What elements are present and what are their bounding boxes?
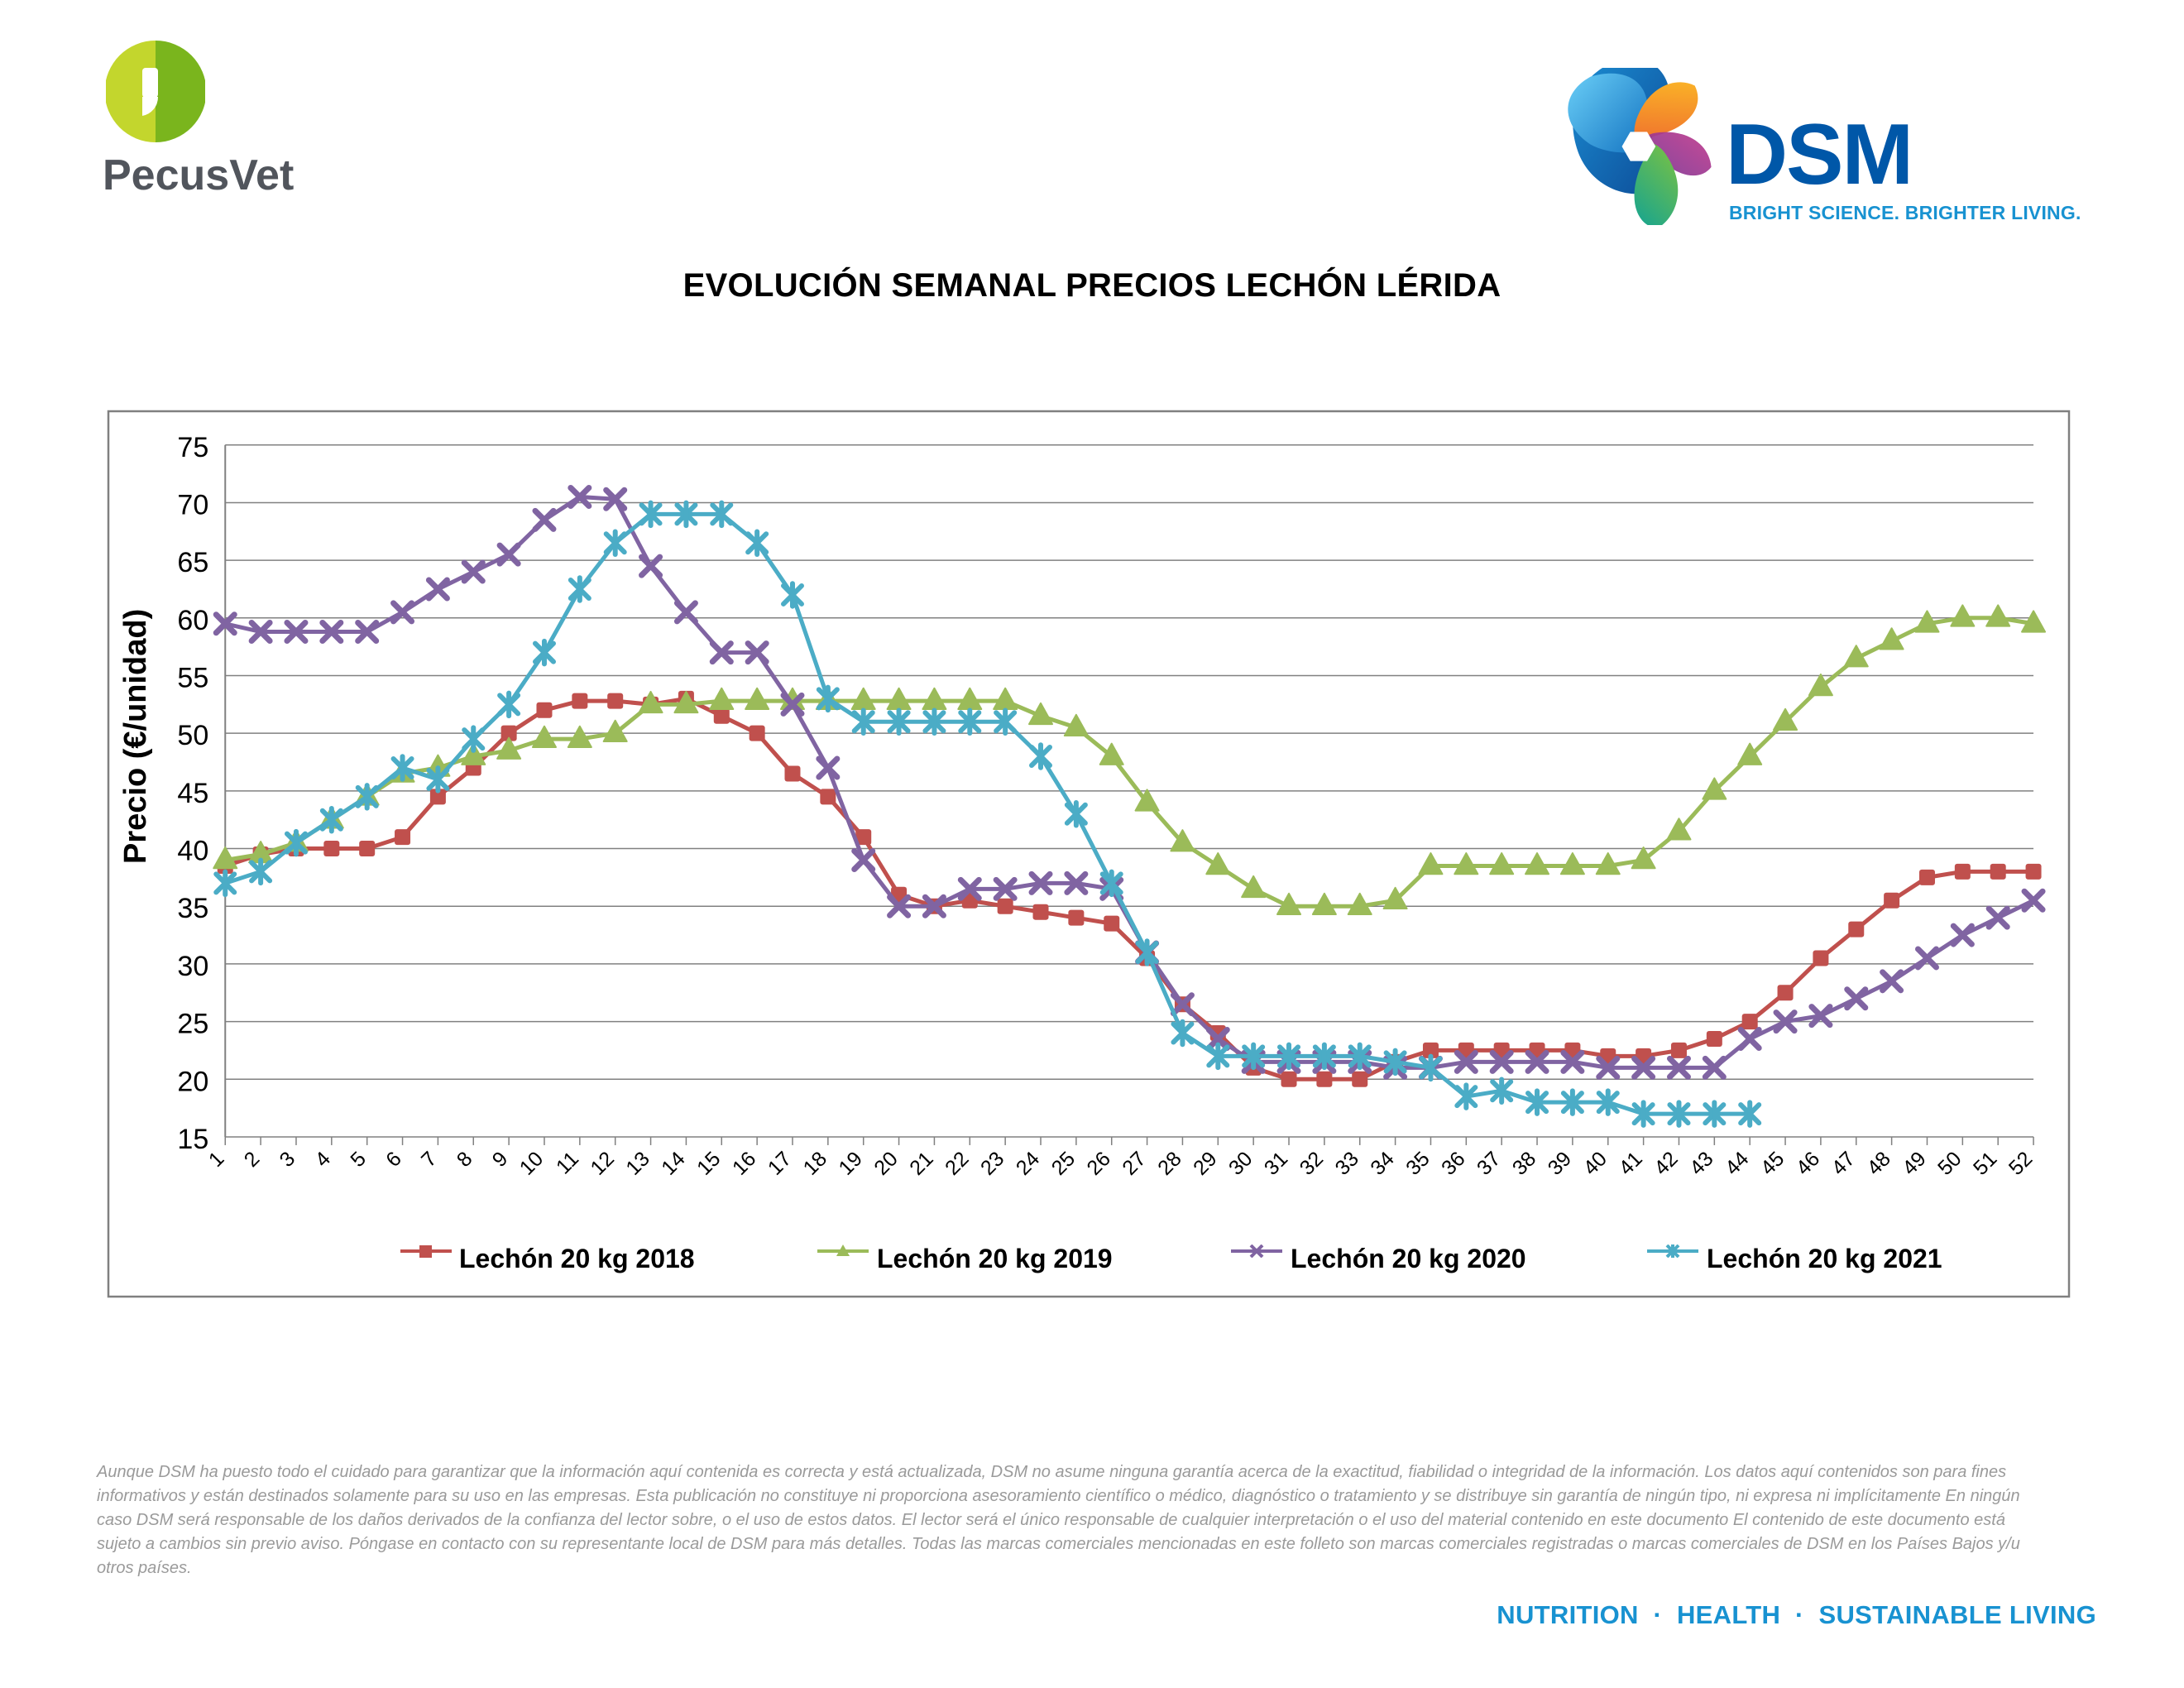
svg-text:40: 40	[177, 836, 208, 867]
svg-text:16: 16	[728, 1147, 760, 1179]
svg-text:50: 50	[1933, 1147, 1966, 1179]
svg-text:70: 70	[177, 489, 208, 520]
svg-text:10: 10	[515, 1147, 548, 1179]
svg-text:25: 25	[177, 1009, 208, 1040]
svg-text:4: 4	[310, 1147, 335, 1172]
svg-text:15: 15	[692, 1147, 725, 1179]
svg-text:35: 35	[1401, 1147, 1434, 1179]
svg-text:7: 7	[417, 1147, 442, 1172]
svg-text:21: 21	[905, 1147, 937, 1179]
svg-text:34: 34	[1366, 1147, 1399, 1180]
svg-text:52: 52	[2004, 1147, 2037, 1179]
svg-text:8: 8	[453, 1147, 477, 1172]
svg-text:41: 41	[1614, 1147, 1646, 1179]
svg-text:43: 43	[1685, 1147, 1717, 1179]
svg-text:5: 5	[346, 1147, 371, 1172]
svg-text:35: 35	[177, 893, 208, 924]
svg-text:46: 46	[1792, 1147, 1824, 1179]
svg-text:65: 65	[177, 547, 208, 578]
svg-text:17: 17	[764, 1147, 796, 1179]
svg-text:15: 15	[177, 1124, 208, 1155]
svg-text:50: 50	[177, 720, 208, 751]
svg-text:60: 60	[177, 605, 208, 636]
svg-text:22: 22	[941, 1147, 973, 1179]
svg-text:55: 55	[177, 662, 208, 693]
svg-text:32: 32	[1296, 1147, 1328, 1179]
svg-text:36: 36	[1437, 1147, 1469, 1179]
svg-text:6: 6	[381, 1147, 406, 1172]
svg-text:1: 1	[204, 1147, 229, 1172]
svg-text:11: 11	[552, 1147, 583, 1178]
svg-text:24: 24	[1012, 1147, 1045, 1180]
svg-text:40: 40	[1579, 1147, 1612, 1179]
svg-text:30: 30	[1224, 1147, 1257, 1179]
svg-text:14: 14	[657, 1147, 690, 1180]
svg-text:2: 2	[240, 1147, 265, 1172]
svg-text:18: 18	[799, 1147, 831, 1179]
svg-text:28: 28	[1153, 1147, 1185, 1179]
svg-text:33: 33	[1331, 1147, 1363, 1179]
svg-text:26: 26	[1083, 1147, 1115, 1179]
svg-text:75: 75	[177, 432, 208, 463]
svg-text:23: 23	[976, 1147, 1008, 1179]
svg-text:51: 51	[1969, 1147, 2001, 1179]
svg-text:29: 29	[1189, 1147, 1221, 1179]
svg-text:12: 12	[586, 1147, 618, 1179]
svg-text:42: 42	[1650, 1147, 1682, 1179]
svg-text:19: 19	[834, 1147, 866, 1179]
svg-text:9: 9	[488, 1147, 513, 1172]
svg-text:49: 49	[1898, 1147, 1930, 1179]
svg-text:45: 45	[177, 778, 208, 809]
svg-text:20: 20	[177, 1066, 208, 1097]
svg-text:31: 31	[1260, 1147, 1292, 1179]
svg-text:38: 38	[1508, 1147, 1540, 1179]
svg-text:25: 25	[1047, 1147, 1080, 1179]
svg-text:20: 20	[869, 1147, 902, 1179]
svg-text:45: 45	[1756, 1147, 1789, 1179]
svg-text:44: 44	[1721, 1147, 1754, 1180]
svg-text:3: 3	[275, 1147, 300, 1172]
svg-text:48: 48	[1862, 1147, 1894, 1179]
svg-text:47: 47	[1827, 1147, 1860, 1179]
svg-text:27: 27	[1118, 1147, 1150, 1179]
svg-text:39: 39	[1544, 1147, 1576, 1179]
svg-text:30: 30	[177, 951, 208, 982]
svg-text:13: 13	[621, 1147, 654, 1179]
svg-text:37: 37	[1473, 1147, 1505, 1179]
